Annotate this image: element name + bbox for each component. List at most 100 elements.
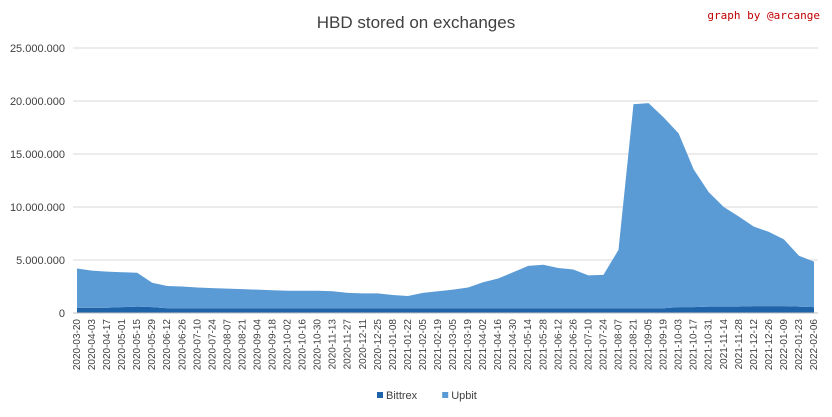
x-tick: 2021-09-19	[659, 319, 670, 371]
x-tick-label: 2021-06-12	[553, 319, 564, 371]
series-area-upbit	[77, 103, 814, 309]
x-tick-label: 2021-08-21	[629, 319, 640, 371]
x-tick-label: 2021-09-05	[644, 319, 655, 371]
x-tick-label: 2020-10-30	[313, 319, 324, 371]
x-tick-label: 2021-07-10	[583, 319, 594, 371]
series-areas	[77, 103, 814, 313]
x-tick-label: 2021-02-19	[433, 319, 444, 371]
x-tick-label: 2020-08-21	[237, 319, 248, 371]
legend: Bittrex Upbit	[377, 390, 477, 402]
x-tick: 2020-12-25	[373, 319, 384, 371]
x-tick-label: 2021-07-24	[598, 319, 609, 371]
x-tick-label: 2022-02-06	[809, 319, 820, 371]
x-tick: 2020-10-30	[313, 319, 324, 371]
x-tick-label: 2020-04-17	[102, 319, 113, 371]
y-tick-label: 10.000.000	[10, 202, 65, 214]
x-tick: 2020-06-12	[162, 319, 173, 371]
x-tick: 2020-12-11	[358, 319, 369, 370]
x-tick-label: 2020-06-12	[162, 319, 173, 371]
x-tick-label: 2020-12-11	[358, 319, 369, 370]
y-tick-label: 0	[59, 308, 65, 320]
x-tick-label: 2020-08-07	[222, 319, 233, 371]
x-tick: 2020-07-24	[207, 319, 218, 371]
x-tick-label: 2021-04-02	[478, 319, 489, 371]
x-tick: 2020-11-13	[328, 319, 339, 370]
x-tick: 2021-06-26	[568, 319, 579, 371]
x-tick-label: 2020-12-25	[373, 319, 384, 371]
x-tick-label: 2020-11-13	[328, 319, 339, 370]
y-tick-label: 15.000.000	[10, 149, 65, 161]
x-tick-label: 2021-11-28	[734, 319, 745, 370]
x-tick-label: 2021-08-07	[613, 319, 624, 371]
y-axis: 0 5.000.000 10.000.000 15.000.000 20.000.000…	[10, 43, 65, 320]
x-tick-label: 2022-01-09	[779, 319, 790, 371]
x-tick: 2020-05-01	[117, 319, 128, 371]
x-tick-label: 2020-11-27	[343, 319, 354, 370]
x-tick: 2021-02-05	[418, 319, 429, 371]
x-tick-label: 2020-10-02	[283, 319, 294, 371]
y-tick-label: 5.000.000	[16, 255, 65, 267]
x-tick: 2021-11-14	[719, 319, 730, 370]
x-tick-label: 2021-10-31	[704, 319, 715, 371]
x-tick: 2021-12-12	[749, 319, 760, 371]
x-tick: 2021-09-05	[644, 319, 655, 371]
x-tick-label: 2021-03-05	[448, 319, 459, 371]
x-tick: 2021-10-31	[704, 319, 715, 371]
x-tick-label: 2021-10-03	[674, 319, 685, 371]
legend-swatch-upbit	[442, 392, 449, 398]
x-tick: 2021-12-26	[764, 319, 775, 371]
x-tick: 2021-03-05	[448, 319, 459, 371]
x-tick: 2020-06-26	[177, 319, 188, 371]
x-tick: 2020-08-21	[237, 319, 248, 371]
x-tick-label: 2021-11-14	[719, 319, 730, 370]
y-tick-label: 20.000.000	[10, 96, 65, 108]
x-tick-label: 2021-10-17	[689, 319, 700, 371]
x-tick-label: 2020-06-26	[177, 319, 188, 371]
x-tick: 2020-09-04	[252, 319, 263, 371]
x-tick: 2021-08-07	[613, 319, 624, 371]
x-tick: 2021-03-19	[463, 319, 474, 371]
x-tick-label: 2022-01-23	[794, 319, 805, 371]
x-tick-label: 2021-01-08	[388, 319, 399, 371]
x-tick: 2020-10-02	[283, 319, 294, 371]
x-tick-label: 2020-03-20	[72, 319, 83, 371]
x-tick-label: 2021-04-16	[493, 319, 504, 371]
x-tick: 2021-05-28	[538, 319, 549, 371]
x-tick: 2022-02-06	[809, 319, 820, 371]
x-tick: 2021-01-08	[388, 319, 399, 371]
x-tick: 2021-10-17	[689, 319, 700, 371]
x-tick-label: 2021-05-28	[538, 319, 549, 371]
x-tick-label: 2020-05-15	[132, 319, 143, 371]
x-tick: 2021-05-14	[523, 319, 534, 371]
y-tick-label: 25.000.000	[10, 43, 65, 55]
x-tick: 2020-04-17	[102, 319, 113, 371]
x-tick-label: 2021-03-19	[463, 319, 474, 371]
x-tick: 2020-07-10	[192, 319, 203, 371]
series-area-bittrex	[77, 306, 814, 313]
legend-label-bittrex: Bittrex	[386, 390, 418, 402]
x-tick-label: 2021-05-14	[523, 319, 534, 371]
x-tick: 2020-03-20	[72, 319, 83, 371]
x-tick: 2021-01-22	[403, 319, 414, 371]
x-tick: 2020-11-27	[343, 319, 354, 370]
x-axis: 2020-03-20 2020-04-03 2020-04-17 2020-05-01…	[72, 319, 820, 371]
x-tick: 2021-11-28	[734, 319, 745, 370]
x-tick: 2021-06-12	[553, 319, 564, 371]
x-tick: 2020-05-29	[147, 319, 158, 371]
x-tick-label: 2020-09-04	[252, 319, 263, 371]
x-tick: 2021-04-02	[478, 319, 489, 371]
x-tick: 2021-10-03	[674, 319, 685, 371]
chart-credit: graph by @arcange	[707, 9, 820, 22]
x-tick: 2022-01-09	[779, 319, 790, 371]
x-tick-label: 2020-05-29	[147, 319, 158, 371]
x-tick-label: 2021-01-22	[403, 319, 414, 371]
x-tick: 2020-04-03	[87, 319, 98, 371]
x-tick: 2020-09-18	[268, 319, 279, 371]
x-tick-label: 2021-06-26	[568, 319, 579, 371]
x-tick: 2021-07-10	[583, 319, 594, 371]
x-tick: 2021-02-19	[433, 319, 444, 371]
x-tick-label: 2020-04-03	[87, 319, 98, 371]
x-tick-label: 2021-02-05	[418, 319, 429, 371]
x-tick-label: 2020-07-24	[207, 319, 218, 371]
